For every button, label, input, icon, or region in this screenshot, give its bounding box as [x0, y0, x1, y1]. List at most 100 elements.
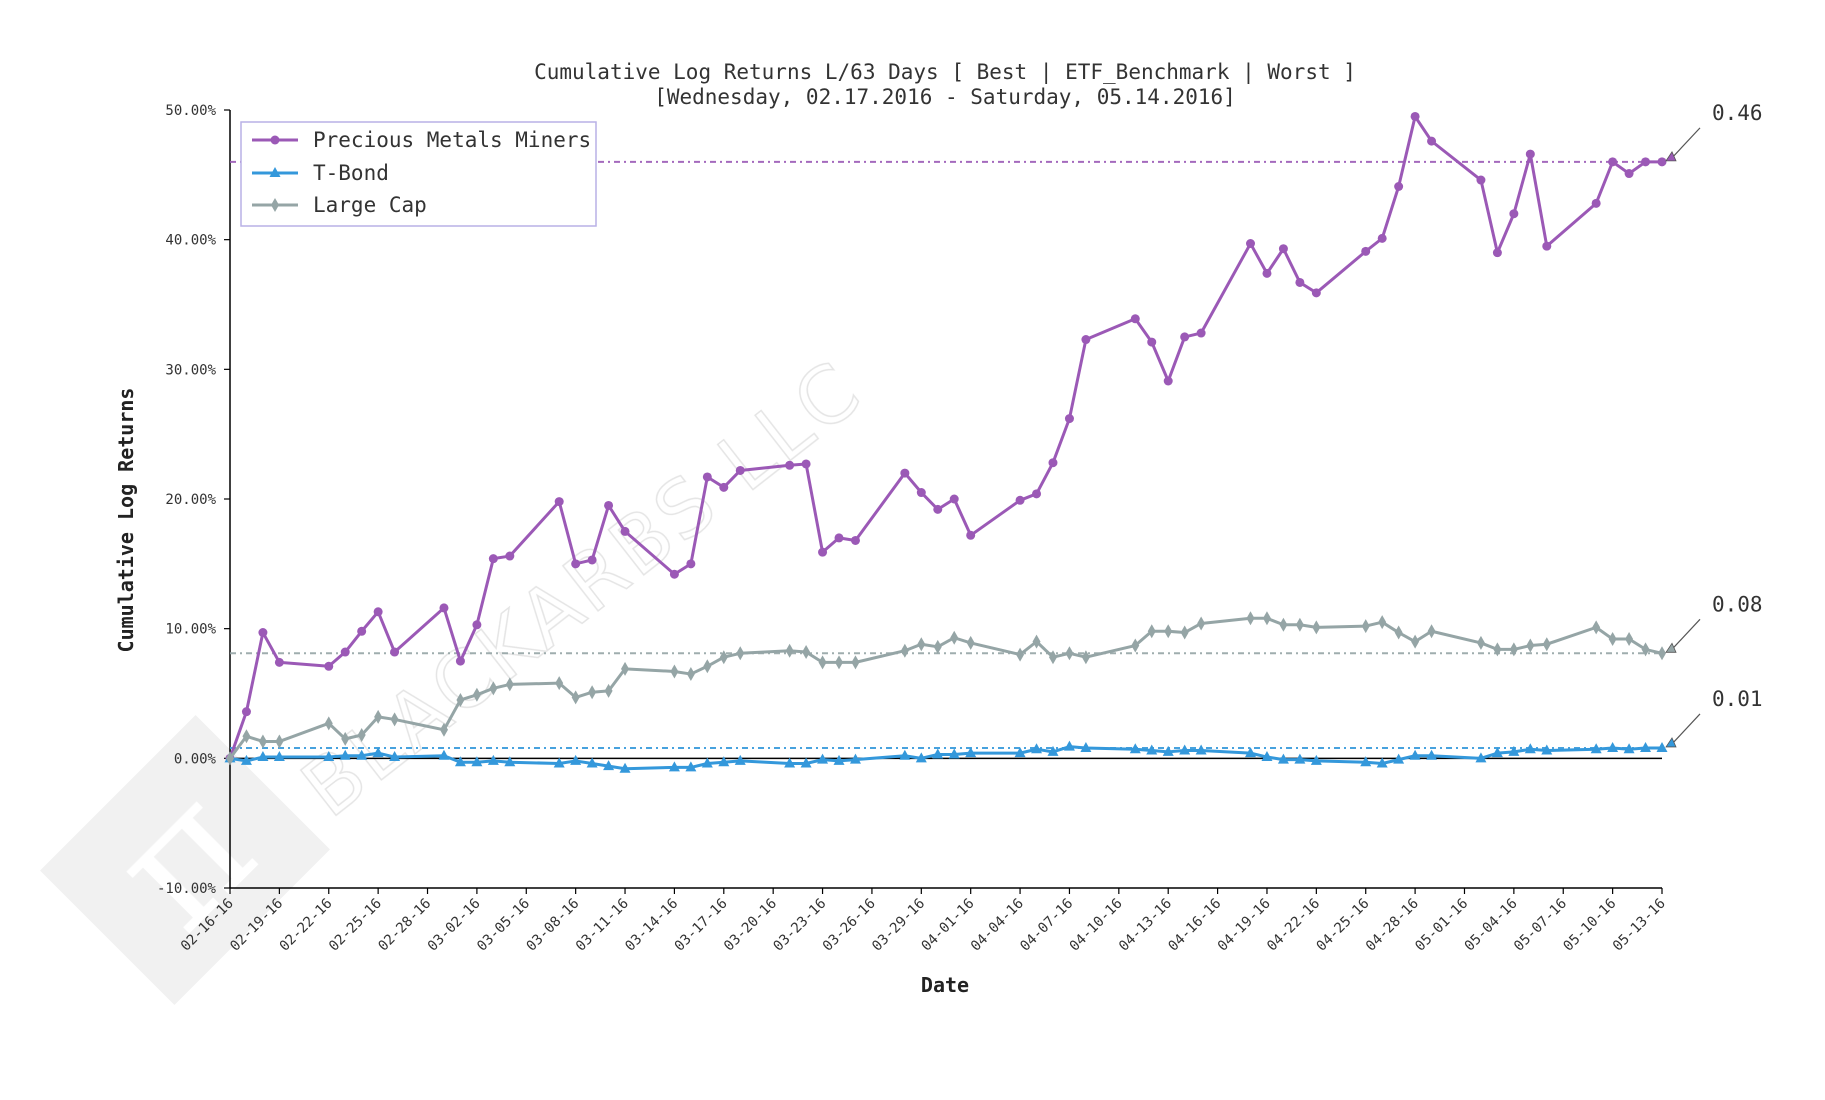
data-point: [1542, 241, 1552, 251]
data-point: [240, 754, 252, 765]
data-point: [1411, 634, 1420, 649]
data-point: [900, 643, 909, 658]
data-point: [553, 757, 565, 768]
data-point: [800, 757, 812, 768]
end-label-arrow: [1671, 618, 1701, 650]
data-point: [1245, 747, 1257, 758]
x-tick-label: 03-14-16: [622, 896, 681, 955]
data-point: [1080, 741, 1092, 752]
data-point: [719, 650, 728, 665]
legend-box: [240, 121, 597, 227]
legend-label: Precious Metals Miners: [313, 128, 591, 152]
data-point: [849, 753, 861, 764]
data-point: [1162, 745, 1174, 756]
x-axis-label: Date: [921, 973, 969, 997]
data-point: [1015, 495, 1025, 505]
data-point: [1081, 650, 1090, 665]
chart-title-line1: Cumulative Log Returns L/63 Days [ Best …: [534, 60, 1356, 85]
data-point: [1608, 632, 1617, 647]
data-point: [850, 535, 860, 545]
data-point: [241, 707, 251, 717]
x-tick-label: 03-17-16: [672, 896, 731, 955]
end-label-value: 0.01: [1712, 687, 1763, 711]
x-tick-label: 04-19-16: [1215, 896, 1274, 955]
x-tick-label: 05-04-16: [1462, 896, 1521, 955]
data-point: [324, 716, 333, 731]
data-point: [390, 712, 399, 727]
data-point: [668, 761, 680, 772]
data-point: [1640, 741, 1652, 752]
data-point: [374, 709, 383, 724]
data-point: [818, 547, 828, 557]
data-point: [1179, 744, 1191, 755]
data-point: [439, 722, 448, 737]
data-point: [1590, 743, 1602, 754]
data-point: [686, 667, 695, 682]
end-labels: 0.46 0.01 0.08: [1665, 101, 1763, 748]
data-point: [818, 655, 827, 670]
data-point: [785, 643, 794, 658]
data-point: [471, 756, 483, 767]
x-tick-label: 05-10-16: [1560, 896, 1619, 955]
data-point: [620, 526, 630, 536]
data-point: [273, 751, 285, 762]
data-point: [604, 500, 614, 510]
data-point: [275, 734, 284, 749]
data-point: [1048, 650, 1057, 665]
data-point: [1180, 625, 1189, 640]
data-point: [1180, 332, 1190, 342]
data-point: [718, 756, 730, 767]
data-point: [932, 748, 944, 759]
data-point: [1065, 646, 1074, 661]
data-point: [554, 497, 564, 507]
data-point: [1063, 740, 1075, 751]
data-point: [1508, 745, 1520, 756]
x-tick-label: 03-26-16: [820, 896, 879, 955]
end-label-arrowhead: [1665, 151, 1677, 162]
series-precious-metals-miners: [225, 111, 1667, 763]
series-line: [228, 616, 1663, 760]
data-point: [1641, 157, 1651, 167]
legend-entry-precious-metals-miners[interactable]: Precious Metals Miners: [252, 128, 591, 152]
data-point: [1360, 756, 1372, 767]
data-point: [1047, 745, 1059, 756]
data-point: [1427, 136, 1437, 146]
data-point: [274, 657, 284, 667]
series-t-bond: [224, 740, 1668, 773]
data-point: [390, 647, 400, 657]
y-tick-label: 20.00%: [165, 492, 216, 508]
x-tick-label: 03-05-16: [474, 896, 533, 955]
data-point: [1592, 620, 1601, 635]
data-point: [1591, 198, 1601, 208]
data-point: [736, 646, 745, 661]
data-point: [1525, 149, 1535, 159]
data-point: [1541, 744, 1553, 755]
end-label-arrow: [1671, 713, 1701, 745]
reference-lines: [230, 160, 1662, 749]
data-point: [357, 727, 366, 742]
data-point: [1658, 646, 1666, 661]
end-label-value: 0.46: [1712, 101, 1763, 125]
data-point: [1195, 744, 1207, 755]
data-point: [685, 761, 697, 772]
data-point: [948, 748, 960, 759]
data-point: [454, 756, 466, 767]
end-label-arrow: [1671, 127, 1701, 159]
legend-entry-t-bond[interactable]: T-Bond: [252, 161, 389, 185]
x-tick-label: 04-04-16: [968, 896, 1027, 955]
data-point: [933, 504, 943, 514]
y-tick-label: -10.00%: [157, 881, 217, 897]
data-point: [966, 635, 975, 650]
data-point: [1641, 642, 1650, 657]
data-point: [372, 747, 384, 758]
data-point: [1147, 337, 1157, 347]
data-point: [1378, 615, 1387, 630]
legend-entry-large-cap[interactable]: Large Cap: [252, 193, 427, 217]
data-point: [1048, 458, 1058, 468]
data-point: [472, 620, 482, 630]
x-tick-label: 03-23-16: [770, 896, 829, 955]
data-point: [571, 690, 580, 705]
x-tick-label: 03-11-16: [573, 896, 632, 955]
data-point: [1064, 414, 1074, 424]
data-point: [1493, 642, 1502, 657]
